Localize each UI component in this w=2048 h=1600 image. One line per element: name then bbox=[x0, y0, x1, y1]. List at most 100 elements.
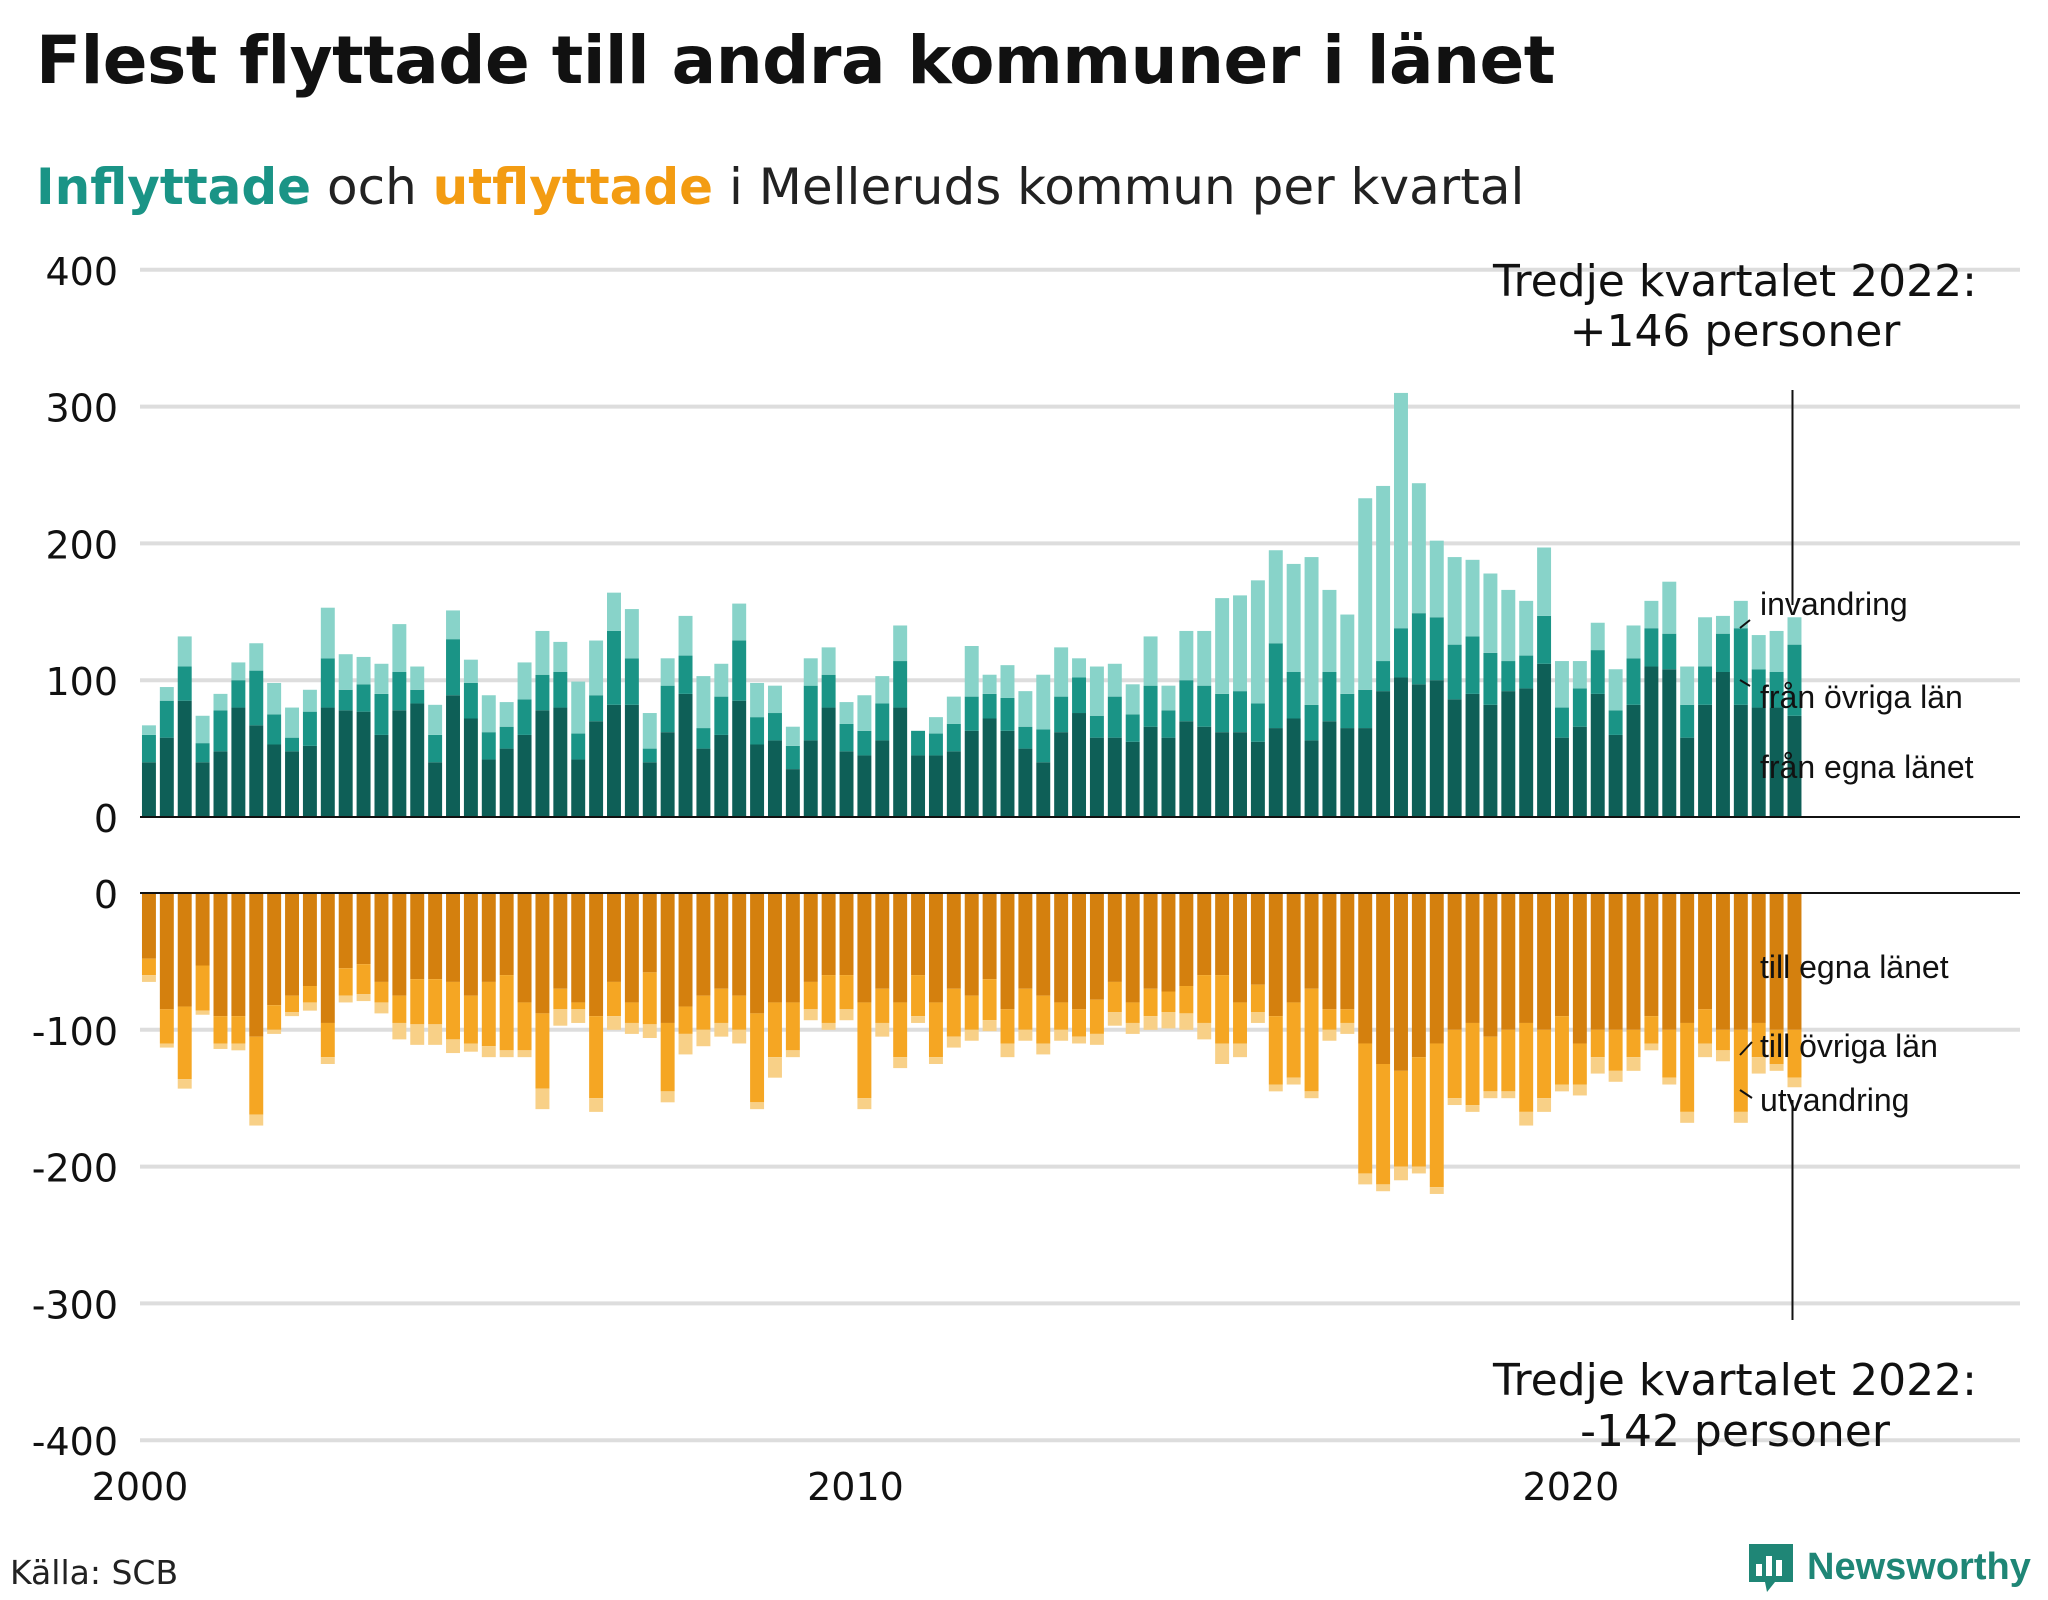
bar-från-egna-länet bbox=[1769, 707, 1784, 817]
bar-till-övriga-län bbox=[1036, 995, 1051, 1044]
bar-från-övriga-län bbox=[1036, 729, 1051, 763]
bar-utvandring bbox=[893, 1057, 908, 1069]
bar-till-övriga-län bbox=[911, 975, 926, 1017]
bar-invandring bbox=[1107, 663, 1122, 697]
bar-från-egna-länet bbox=[678, 693, 693, 817]
bar-utvandring bbox=[1537, 1098, 1552, 1112]
bar-från-övriga-län bbox=[624, 658, 639, 705]
bar-invandring bbox=[1143, 636, 1158, 686]
bar-från-egna-länet bbox=[1054, 732, 1069, 817]
bar-från-egna-länet bbox=[1519, 688, 1534, 817]
bar-från-egna-länet bbox=[1680, 737, 1695, 817]
bar-från-övriga-län bbox=[857, 730, 872, 756]
bar-till-egna-länet bbox=[1268, 893, 1283, 1017]
bar-till-egna-länet bbox=[982, 893, 997, 980]
bar-från-egna-länet bbox=[893, 707, 908, 817]
newsworthy-logo[interactable]: Newsworthy bbox=[1745, 1540, 2045, 1596]
bar-invandring bbox=[249, 643, 264, 671]
bar-utvandring bbox=[177, 1079, 192, 1089]
bar-utvandring bbox=[1447, 1098, 1462, 1106]
bar-invandring bbox=[893, 625, 908, 662]
bar-från-egna-länet bbox=[1501, 691, 1516, 817]
bar-utvandring bbox=[1268, 1084, 1283, 1092]
bar-invandring bbox=[696, 676, 711, 729]
bar-invandring bbox=[1680, 666, 1695, 705]
bar-till-övriga-län bbox=[1143, 988, 1158, 1017]
bar-till-övriga-län bbox=[1000, 1009, 1015, 1044]
bar-från-övriga-län bbox=[141, 734, 156, 763]
y-tick-bottom: -100 bbox=[32, 1010, 118, 1054]
bar-från-egna-länet bbox=[1554, 737, 1569, 817]
bar-till-egna-länet bbox=[1179, 893, 1194, 987]
bar-från-övriga-län bbox=[875, 703, 890, 741]
bar-till-övriga-län bbox=[356, 964, 371, 995]
bar-till-övriga-län bbox=[1644, 1016, 1659, 1044]
bar-från-egna-länet bbox=[1662, 669, 1677, 817]
bar-från-övriga-län bbox=[1626, 658, 1641, 705]
bar-från-övriga-län bbox=[535, 674, 550, 711]
bar-invandring bbox=[1662, 581, 1677, 634]
y-tick-top: 300 bbox=[45, 387, 118, 431]
bar-utvandring bbox=[231, 1043, 246, 1051]
source-note: Källa: SCB bbox=[10, 1553, 179, 1592]
bar-från-egna-länet bbox=[481, 759, 496, 817]
bar-utvandring bbox=[1519, 1111, 1534, 1126]
bar-från-egna-länet bbox=[1215, 732, 1230, 817]
bar-från-egna-länet bbox=[141, 762, 156, 817]
bar-från-övriga-län bbox=[696, 728, 711, 749]
bar-till-egna-länet bbox=[803, 893, 818, 982]
bar-från-egna-länet bbox=[159, 737, 174, 817]
bar-till-egna-länet bbox=[1662, 893, 1677, 1030]
outflow-bars bbox=[141, 893, 1802, 1194]
bar-invandring bbox=[1429, 540, 1444, 618]
bar-till-övriga-län bbox=[1751, 1022, 1766, 1058]
bar-till-egna-länet bbox=[732, 893, 747, 996]
bar-från-egna-länet bbox=[714, 734, 729, 817]
bar-från-egna-länet bbox=[517, 734, 532, 817]
bar-till-egna-länet bbox=[893, 893, 908, 1003]
bar-invandring bbox=[1554, 661, 1569, 708]
bar-från-övriga-län bbox=[1340, 693, 1355, 729]
bar-till-övriga-län bbox=[267, 1005, 282, 1030]
bar-till-övriga-län bbox=[839, 975, 854, 1010]
bar-till-övriga-län bbox=[141, 958, 156, 976]
bar-från-egna-länet bbox=[177, 700, 192, 817]
bar-till-egna-länet bbox=[356, 893, 371, 965]
bar-till-egna-länet bbox=[1215, 893, 1230, 976]
bar-utvandring bbox=[1161, 1012, 1176, 1029]
bar-till-övriga-län bbox=[1179, 986, 1194, 1014]
bar-från-egna-länet bbox=[499, 748, 514, 817]
bar-till-övriga-län bbox=[410, 979, 425, 1025]
bar-från-övriga-län bbox=[1322, 671, 1337, 722]
bar-till-egna-länet bbox=[1751, 893, 1766, 1023]
bar-invandring bbox=[678, 615, 693, 656]
y-tick-top: 200 bbox=[45, 523, 118, 567]
bar-utvandring bbox=[1787, 1077, 1802, 1088]
bar-till-egna-länet bbox=[481, 893, 496, 982]
bar-från-övriga-län bbox=[1179, 680, 1194, 722]
bar-från-övriga-län bbox=[285, 737, 300, 752]
bar-till-övriga-län bbox=[1429, 1043, 1444, 1188]
bar-invandring bbox=[732, 603, 747, 641]
bar-till-övriga-län bbox=[213, 1016, 228, 1044]
bar-till-egna-länet bbox=[1322, 893, 1337, 1010]
bar-till-övriga-län bbox=[553, 988, 568, 1010]
bar-till-egna-länet bbox=[750, 893, 765, 1014]
bar-från-övriga-län bbox=[1715, 633, 1730, 672]
bar-invandring bbox=[875, 676, 890, 704]
bar-från-övriga-län bbox=[589, 695, 604, 722]
bar-utvandring bbox=[374, 1002, 389, 1014]
bar-utvandring bbox=[1107, 1012, 1122, 1026]
bar-till-egna-länet bbox=[946, 893, 961, 989]
bar-utvandring bbox=[1179, 1013, 1194, 1030]
x-tick: 2000 bbox=[92, 1465, 189, 1509]
bar-utvandring bbox=[839, 1009, 854, 1021]
bar-till-övriga-län bbox=[821, 975, 836, 1023]
bar-utvandring bbox=[1554, 1084, 1569, 1092]
bar-till-egna-länet bbox=[1519, 893, 1534, 1023]
bar-till-övriga-län bbox=[195, 965, 210, 1011]
bar-invandring bbox=[499, 702, 514, 727]
subtitle-och: och bbox=[311, 158, 433, 216]
bar-från-övriga-län bbox=[1662, 633, 1677, 670]
bar-utvandring bbox=[928, 1057, 943, 1064]
